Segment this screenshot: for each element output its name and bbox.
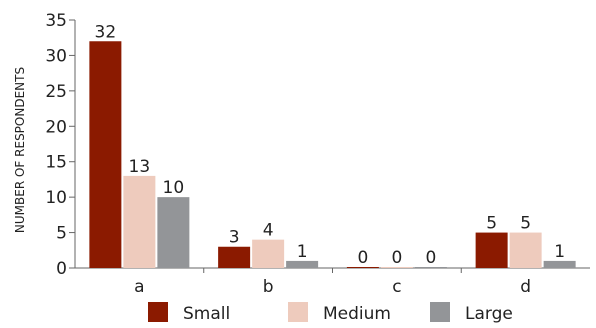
legend: Small Medium Large: [148, 302, 513, 324]
data-label: 0: [425, 248, 436, 268]
bar-small-a: [89, 41, 122, 268]
legend-item-small: Small: [148, 302, 230, 324]
y-tick-label: 5: [56, 224, 67, 244]
data-label: 1: [297, 242, 308, 262]
legend-item-medium: Medium: [288, 302, 391, 324]
x-category-label: a: [134, 277, 144, 297]
y-tick-label: 0: [56, 259, 67, 279]
legend-label: Medium: [323, 304, 391, 324]
data-label: 5: [520, 214, 531, 234]
x-category-label: d: [520, 277, 531, 297]
legend-item-large: Large: [430, 302, 513, 324]
data-label: 13: [129, 157, 151, 177]
bar-medium-d: [509, 232, 542, 268]
legend-label: Large: [465, 304, 513, 324]
y-tick-label: 10: [45, 188, 67, 208]
data-label: 0: [357, 248, 368, 268]
legend-swatch: [288, 302, 308, 322]
data-label: 32: [95, 22, 117, 42]
bar-medium-b: [252, 239, 285, 268]
data-label: 4: [263, 221, 274, 241]
y-tick-label: 15: [45, 153, 67, 173]
data-label: 0: [391, 248, 402, 268]
x-axis: a b c d: [75, 267, 590, 297]
bar-large-d: [543, 260, 576, 268]
bar-large-c: [414, 267, 447, 268]
data-label: 3: [229, 228, 240, 248]
bar-large-b: [286, 260, 319, 268]
bar-medium-c: [380, 267, 413, 268]
y-axis: 0 5 10 15 20 25 30 35: [45, 11, 76, 279]
y-tick-label: 25: [45, 82, 67, 102]
data-label: 10: [163, 178, 185, 198]
x-category-label: b: [263, 277, 274, 297]
data-label: 1: [554, 242, 565, 262]
legend-label: Small: [183, 304, 230, 324]
data-label: 5: [486, 214, 497, 234]
y-tick-label: 30: [45, 46, 67, 66]
legend-swatch: [148, 302, 168, 322]
y-axis-title: NUMBER OF RESPONDENTS: [13, 67, 27, 233]
x-category-label: c: [392, 277, 401, 297]
bar-medium-a: [123, 175, 156, 268]
y-tick-label: 20: [45, 117, 67, 137]
bars: [89, 41, 576, 268]
legend-swatch: [430, 302, 450, 322]
bar-small-b: [218, 246, 251, 268]
bar-small-c: [346, 267, 379, 268]
bar-large-a: [157, 197, 190, 268]
y-tick-label: 35: [45, 11, 67, 31]
bar-small-d: [475, 232, 508, 268]
